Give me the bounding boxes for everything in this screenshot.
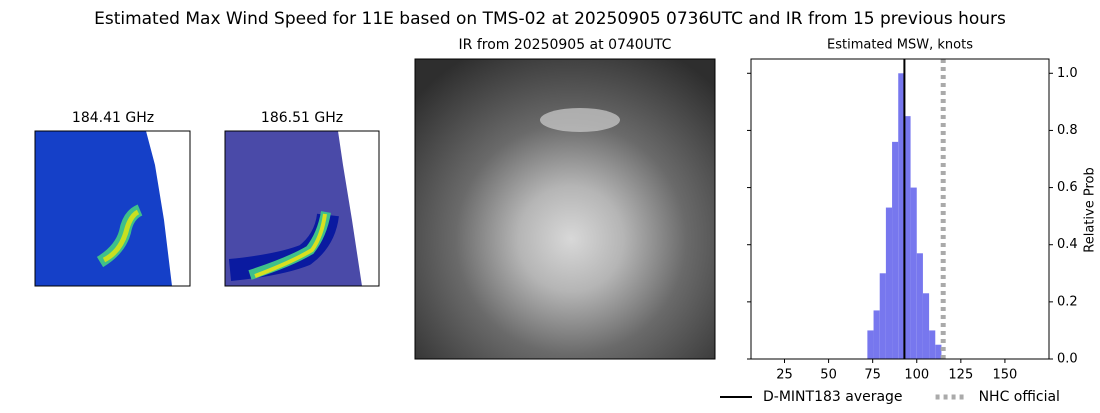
histogram-bar: [935, 344, 942, 359]
chart-title: Estimated MSW, knots: [827, 38, 973, 53]
microwave-image: [224, 130, 380, 287]
y-tick-label: 0.0: [1057, 352, 1078, 367]
x-tick-label: 75: [864, 368, 881, 383]
histogram-bar: [892, 141, 899, 359]
panel-title: 186.51 GHz: [261, 110, 343, 126]
y-tick-label: 1.0: [1057, 66, 1078, 81]
histogram-bar: [922, 293, 930, 359]
x-tick-label: 100: [904, 368, 929, 383]
plot-frame: [750, 58, 1050, 360]
legend-label: NHC official: [979, 389, 1060, 405]
y-tick-label: 0.8: [1057, 123, 1078, 138]
y-tick-label: 0.2: [1057, 294, 1078, 309]
histogram-bar: [904, 116, 911, 360]
panel-title: 184.41 GHz: [72, 110, 154, 126]
x-tick-label: 150: [993, 368, 1018, 383]
histogram-bar: [910, 187, 917, 359]
x-tick-label: 50: [820, 368, 837, 383]
histogram-bar: [879, 273, 886, 359]
y-axis-label: Relative Prob: [1083, 167, 1098, 252]
histogram-bar: [929, 330, 936, 359]
ir-image: [414, 58, 716, 360]
x-tick-label: 125: [948, 368, 973, 383]
histogram-bar: [916, 253, 923, 359]
histogram-bar: [898, 73, 905, 360]
figure-title: Estimated Max Wind Speed for 11E based o…: [94, 9, 1006, 29]
histogram-bar: [867, 330, 874, 359]
legend-label: D-MINT183 average: [763, 389, 903, 405]
y-tick-label: 0.4: [1057, 237, 1078, 252]
panel-title: IR from 20250905 at 0740UTC: [459, 37, 672, 53]
histogram-bar: [885, 207, 893, 359]
y-tick-label: 0.6: [1057, 180, 1078, 195]
microwave-image: [34, 130, 191, 287]
plot: [867, 59, 946, 360]
x-tick-label: 25: [776, 368, 793, 383]
histogram-bar: [873, 310, 880, 359]
